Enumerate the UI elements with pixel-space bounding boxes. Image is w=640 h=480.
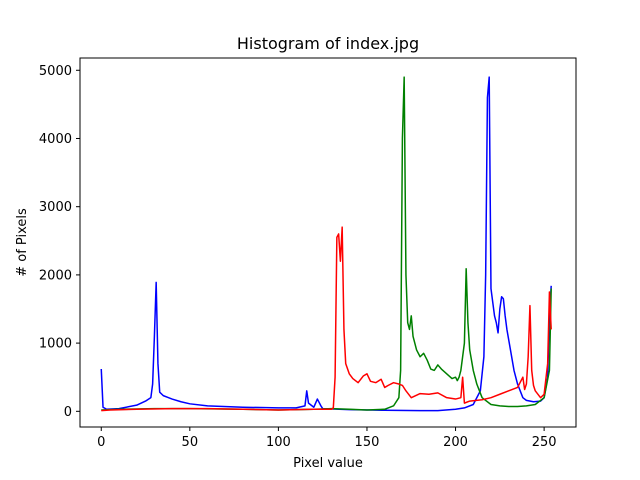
series-line-2 — [101, 76, 552, 411]
y-tick-label: 0 — [64, 405, 72, 420]
x-axis-ticks: 0 50 100 150 200 250 — [97, 427, 557, 450]
y-tick-label: 1000 — [39, 337, 72, 352]
x-tick-label: 50 — [182, 435, 199, 450]
y-tick-label: 3000 — [39, 200, 72, 215]
plot-frame — [79, 57, 577, 428]
y-axis-label: # of Pixels — [15, 208, 30, 277]
x-tick-label: 150 — [355, 435, 380, 450]
y-tick-label: 2000 — [39, 268, 72, 283]
series-layer — [100, 76, 552, 412]
y-tick-label: 5000 — [39, 64, 72, 79]
chart-title: Histogram of index.jpg — [237, 34, 419, 53]
x-tick-label: 100 — [266, 435, 291, 450]
x-tick-label: 200 — [443, 435, 468, 450]
x-tick-label: 250 — [532, 435, 557, 450]
series-line-1 — [100, 76, 552, 412]
y-tick-label: 4000 — [39, 132, 72, 147]
series-line-3 — [101, 226, 552, 412]
x-axis-label: Pixel value — [293, 456, 363, 471]
y-axis-ticks: 0 1000 2000 3000 4000 5000 — [39, 64, 80, 420]
x-tick-label: 0 — [97, 435, 105, 450]
